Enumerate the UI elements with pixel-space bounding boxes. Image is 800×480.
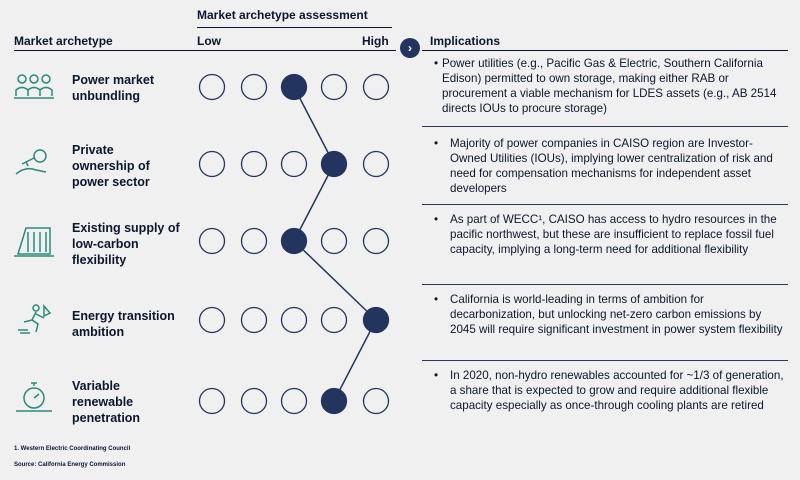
assessment-dot (280, 306, 308, 334)
bullet: • (434, 369, 439, 382)
chevron-right-icon: › (400, 38, 420, 58)
assessment-dot (198, 306, 226, 334)
assessment-dot-matrix (198, 73, 390, 415)
assessment-dot-selected (280, 73, 308, 101)
assessment-dot (198, 73, 226, 101)
assessment-dot (240, 150, 268, 178)
implication-divider (422, 126, 788, 127)
assessment-dot (320, 73, 348, 101)
assessment-title: Market archetype assessment (197, 8, 368, 22)
implication-divider (422, 204, 788, 205)
assessment-dot-selected (320, 150, 348, 178)
assessment-dot-selected (362, 306, 390, 334)
implication-divider (422, 360, 788, 361)
low-label: Low (197, 34, 221, 48)
archetype-label-renewables: Variable renewable penetration (72, 379, 141, 425)
bullet: • (434, 137, 439, 150)
implication-text: Majority of power companies in CAISO reg… (450, 137, 773, 195)
assessment-dot-selected (320, 387, 348, 415)
implication-text: Power utilities (e.g., Pacific Gas & Ele… (442, 57, 777, 115)
people-icon (14, 74, 54, 99)
assessment-dot (198, 227, 226, 255)
assessment-title-rule (197, 27, 392, 28)
footnote: 1. Western Electric Coordinating Council (14, 446, 131, 452)
implication-text: As part of WECC¹, CAISO has access to hy… (450, 213, 777, 256)
assessment-dot (362, 150, 390, 178)
stopwatch-icon (16, 382, 52, 412)
implication-text: California is world-leading in terms of … (450, 293, 783, 336)
archetype-label-low-carbon: Existing supply of low-carbon flexibilit… (72, 221, 180, 267)
right-header-rule (422, 50, 788, 51)
assessment-dot (198, 387, 226, 415)
assessment-dot (240, 306, 268, 334)
assessment-dot (198, 150, 226, 178)
implication-divider (422, 284, 788, 285)
key-hand-icon (15, 149, 47, 175)
assessment-dot (240, 227, 268, 255)
archetype-label-ambition: Energy transition ambition (72, 309, 175, 339)
assessment-dot (320, 227, 348, 255)
implication-text: In 2020, non-hydro renewables accounted … (450, 369, 784, 412)
assessment-dot (362, 387, 390, 415)
assessment-dot (280, 387, 308, 415)
assessment-dot (280, 150, 308, 178)
bullet: • (434, 213, 439, 226)
assessment-dot (240, 73, 268, 101)
bullet: • (434, 293, 439, 306)
left-header-rule (14, 50, 396, 51)
assessment-dot (320, 306, 348, 334)
assessment-dot (240, 387, 268, 415)
archetype-label-unbundling: Power market unbundling (72, 73, 154, 103)
archetype-label-private-ownership: Private ownership of power sector (72, 143, 150, 189)
implication-unbundling: • Power utilities (e.g., Pacific Gas & E… (426, 56, 786, 116)
implications-column-header: Implications (430, 34, 501, 48)
source: Source: California Energy Commission (14, 462, 126, 468)
bullet: • (434, 57, 439, 70)
assessment-dot (362, 227, 390, 255)
high-label: High (362, 34, 389, 48)
assessment-dot-selected (280, 227, 308, 255)
running-person-icon (18, 303, 52, 334)
dam-icon (14, 227, 54, 257)
archetype-column-header: Market archetype (14, 34, 113, 48)
assessment-dot (362, 73, 390, 101)
